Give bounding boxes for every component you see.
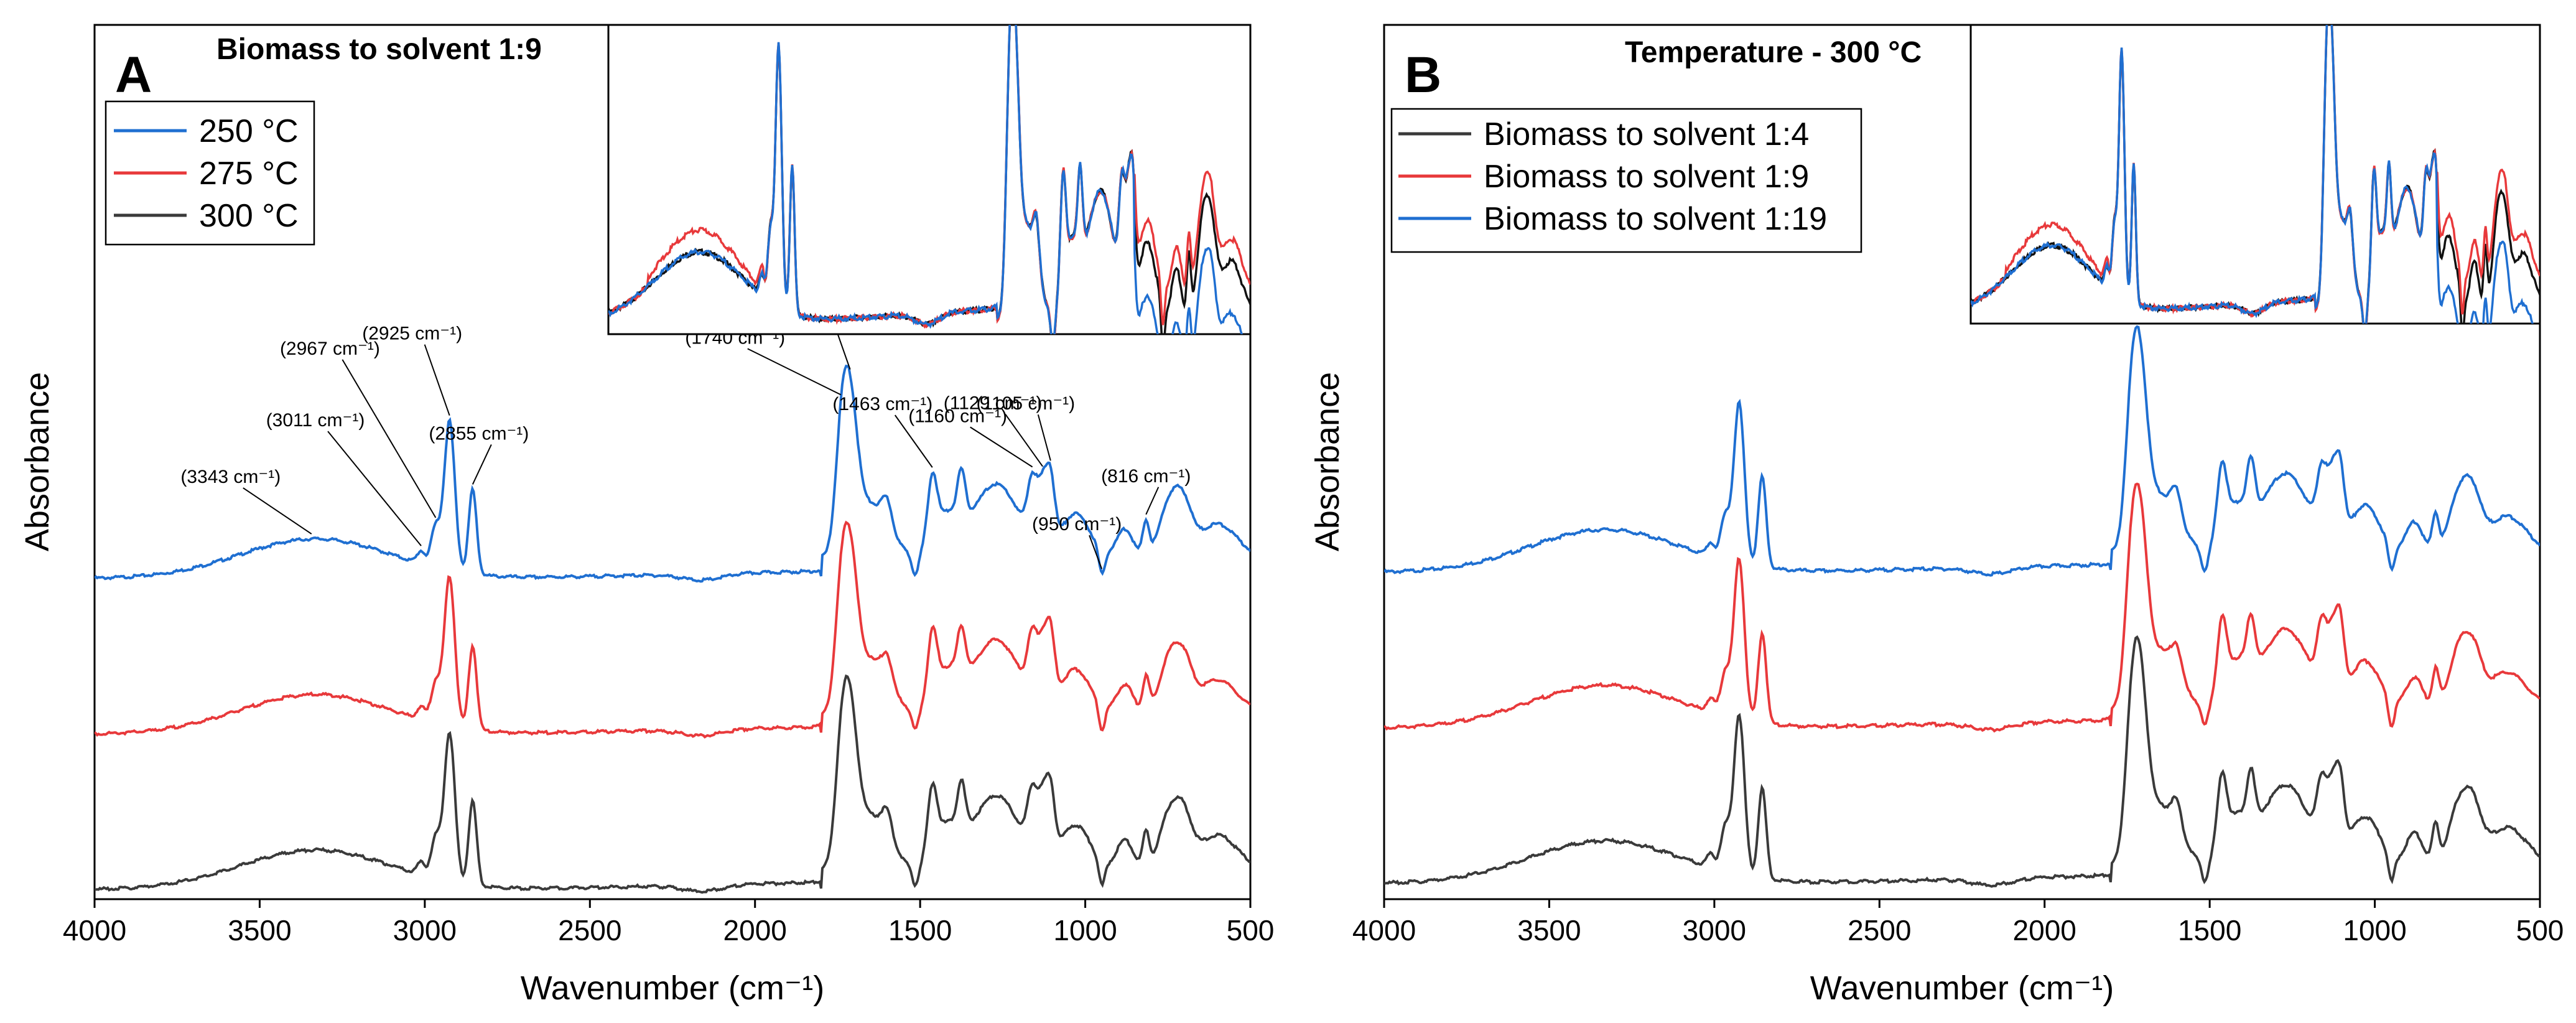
annotation-label: (2855 cm⁻¹)	[429, 423, 529, 444]
panel-a-inset	[607, 24, 1252, 335]
panel-b-xlabel: Wavenumber (cm⁻¹)	[1810, 969, 2114, 1007]
series-line-biomass-to-solvent-1-4	[1384, 635, 2540, 888]
panel-a-ylabel: Absorbance	[19, 372, 56, 551]
inset-series-line	[608, 25, 1243, 334]
annotation-label: (1129 cm⁻¹)	[944, 393, 1043, 414]
x-tick-label: 1500	[2178, 914, 2241, 946]
annotation-leader	[327, 431, 422, 546]
annotation-leader	[472, 444, 492, 485]
x-tick-label: 4000	[1352, 914, 1416, 946]
x-tick-label: 4000	[63, 914, 126, 946]
legend-label-1-4: Biomass to solvent 1:4	[1484, 116, 1809, 152]
annotation-leader	[970, 426, 1033, 468]
annotation-leader	[894, 414, 933, 468]
series-line-250-c	[95, 365, 1250, 583]
legend-label-1-19: Biomass to solvent 1:19	[1484, 201, 1827, 237]
x-tick-label: 1500	[888, 914, 952, 946]
panel-b-frame	[1383, 24, 2541, 900]
panel-b-inset-frame	[1969, 24, 2541, 325]
series-line-biomass-to-solvent-1-9	[1384, 482, 2540, 733]
annotation-label: (816 cm⁻¹)	[1101, 466, 1191, 487]
panel-b-ylabel: Absorbance	[1309, 372, 1346, 551]
panel-b-title: Temperature - 300 °C	[1625, 36, 1922, 69]
annotation-label: (950 cm⁻¹)	[1032, 514, 1122, 535]
legend-label-1-9: Biomass to solvent 1:9	[1484, 159, 1809, 195]
x-tick-label: 2000	[723, 914, 787, 946]
annotation-label: (3343 cm⁻¹)	[180, 467, 281, 487]
x-tick-label: 3500	[228, 914, 291, 946]
panel-a-label: A	[115, 47, 152, 103]
panel-b-legend: Biomass to solvent 1:4 Biomass to solven…	[1390, 108, 1862, 253]
annotation-label: (2967 cm⁻¹)	[280, 339, 380, 359]
panel-b-label: B	[1405, 47, 1441, 103]
annotation-leader	[1089, 535, 1103, 569]
panel-b-series	[1384, 325, 2540, 888]
annotation-label: (3011 cm⁻¹)	[266, 410, 365, 431]
panel-a-inset-series	[608, 25, 1250, 334]
annotation-leader	[1005, 413, 1043, 467]
x-tick-label: 2500	[1848, 914, 1911, 946]
panel-a-inset-frame	[607, 24, 1252, 335]
x-tick-label: 3500	[1517, 914, 1581, 946]
legend-label-275: 275 °C	[199, 156, 299, 192]
panel-a-legend: 250 °C 275 °C 300 °C	[105, 100, 315, 246]
panel-a-title: Biomass to solvent 1:9	[216, 33, 542, 66]
panel-b-inset-series	[1971, 25, 2540, 324]
legend-label-250: 250 °C	[199, 113, 299, 149]
x-tick-label: 3000	[1683, 914, 1746, 946]
annotation-leader	[1037, 414, 1051, 461]
x-tick-label: 500	[2516, 914, 2564, 946]
x-tick-label: 3000	[393, 914, 457, 946]
panel-b: B Temperature - 300 °C Absorbance Wavenu…	[1309, 24, 2564, 1007]
x-tick-label: 500	[1227, 914, 1275, 946]
annotation-leader	[342, 359, 437, 518]
annotation-label: (1105 cm⁻¹)	[977, 393, 1076, 414]
panel-a: A Biomass to solvent 1:9 Absorbance Wave…	[19, 24, 1275, 1007]
x-tick-label: 2500	[558, 914, 621, 946]
x-tick-label: 2000	[2013, 914, 2076, 946]
panel-a-x-axis: 4000 3500 3000 2500 2000 1500 1000 500	[63, 899, 1275, 946]
annotation-leader	[424, 344, 450, 416]
inset-series-line	[1971, 25, 2534, 324]
annotation-label: (1160 cm⁻¹)	[908, 406, 1007, 426]
panel-b-x-axis: 4000 3500 3000 2500 2000 1500 1000 500	[1352, 899, 2564, 946]
x-tick-label: 1000	[2343, 914, 2406, 946]
series-line-275-c	[95, 520, 1250, 739]
panel-a-xlabel: Wavenumber (cm⁻¹)	[521, 969, 825, 1007]
legend-label-300: 300 °C	[199, 198, 299, 234]
panel-a-series	[95, 365, 1250, 894]
annotation-label: (1463 cm⁻¹)	[832, 394, 932, 414]
panel-b-inset	[1969, 24, 2541, 325]
annotation-label: (2925 cm⁻¹)	[362, 324, 462, 344]
series-line-biomass-to-solvent-1-19	[1384, 325, 2540, 577]
series-line-300-c	[95, 674, 1250, 894]
annotation-leader	[1145, 487, 1160, 515]
annotation-leader	[243, 487, 312, 535]
x-tick-label: 1000	[1053, 914, 1117, 946]
annotation-leader	[747, 348, 842, 396]
